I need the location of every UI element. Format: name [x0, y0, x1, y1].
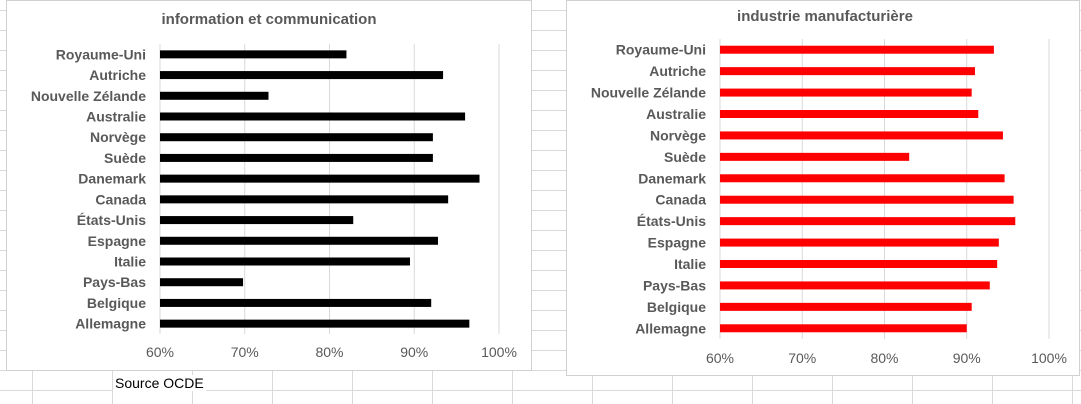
- bar: [720, 324, 967, 333]
- bar: [720, 110, 979, 118]
- x-tick-label: 90%: [953, 350, 981, 366]
- category-label: Royaume-Uni: [56, 46, 146, 62]
- category-label: Canada: [95, 191, 146, 207]
- category-label: Belgique: [647, 299, 706, 315]
- category-label: Espagne: [88, 233, 147, 249]
- bar: [160, 278, 244, 287]
- bar: [160, 298, 432, 307]
- x-tick-label: 70%: [788, 350, 816, 366]
- bar: [720, 174, 1005, 183]
- category-label: Danemark: [78, 171, 146, 187]
- x-tick-label: 100%: [1031, 350, 1067, 366]
- x-tick-label: 80%: [315, 344, 343, 360]
- x-tick-label: 80%: [870, 350, 898, 366]
- chart-title: industrie manufacturière: [737, 8, 913, 25]
- category-label: Autriche: [89, 67, 146, 83]
- bar: [160, 112, 466, 121]
- category-label: Nouvelle Zélande: [31, 88, 146, 104]
- bar: [720, 217, 1016, 226]
- category-label: Norvège: [650, 127, 706, 143]
- bar: [720, 152, 910, 161]
- category-label: Pays-Bas: [643, 277, 706, 293]
- category-label: Espagne: [648, 235, 707, 251]
- category-label: Autriche: [649, 63, 706, 79]
- bar: [720, 195, 1014, 204]
- bar: [160, 257, 411, 266]
- bar: [160, 50, 347, 59]
- bar: [160, 71, 444, 80]
- bar: [160, 153, 433, 162]
- category-label: Suède: [104, 150, 146, 166]
- bar: [160, 216, 354, 225]
- bar: [720, 238, 999, 247]
- bar: [160, 319, 470, 328]
- bar: [720, 67, 975, 76]
- category-label: Australie: [646, 106, 706, 122]
- category-label: Belgique: [87, 295, 146, 311]
- bar: [720, 131, 1003, 140]
- category-label: Royaume-Uni: [616, 42, 706, 58]
- category-label: États-Unis: [77, 212, 146, 228]
- x-tick-label: 100%: [481, 344, 517, 360]
- chart-panel-industrie-manufacturiere[interactable]: industrie manufacturière 60% 70% 80% 90% 100%…: [566, 0, 1080, 376]
- category-label: Allemagne: [75, 316, 146, 332]
- category-label: Canada: [655, 192, 706, 208]
- bar: [720, 88, 972, 97]
- bar: [160, 91, 269, 100]
- x-tick-label: 60%: [146, 344, 174, 360]
- chart-title: information et communication: [161, 11, 376, 28]
- x-tick-label: 70%: [231, 344, 259, 360]
- category-label: Norvège: [90, 129, 146, 145]
- category-label: Allemagne: [635, 320, 706, 336]
- bar: [720, 302, 972, 311]
- bar: [160, 174, 480, 183]
- category-label: Italie: [114, 254, 146, 270]
- bar: [720, 260, 998, 268]
- bar: [720, 45, 994, 54]
- bar: [160, 195, 449, 204]
- category-label: États-Unis: [637, 213, 706, 229]
- bar: [720, 281, 990, 290]
- category-label: Danemark: [638, 170, 706, 186]
- x-tick-label: 90%: [400, 344, 428, 360]
- category-label: Pays-Bas: [83, 274, 146, 290]
- x-tick-label: 60%: [706, 350, 734, 366]
- chart-information-communication: information et communication 60% 70% 80% 90%…: [31, 11, 517, 360]
- source-note: Source OCDE: [113, 375, 206, 391]
- category-label: Italie: [674, 256, 706, 272]
- category-label: Australie: [86, 109, 146, 125]
- bar: [160, 236, 438, 245]
- category-label: Nouvelle Zélande: [591, 85, 706, 101]
- bar: [160, 133, 433, 142]
- chart-industrie-manufacturiere: industrie manufacturière 60% 70% 80% 90% 100%…: [591, 8, 1067, 366]
- category-label: Suède: [664, 149, 706, 165]
- chart-panel-information-communication[interactable]: information et communication 60% 70% 80% 90%…: [6, 0, 532, 371]
